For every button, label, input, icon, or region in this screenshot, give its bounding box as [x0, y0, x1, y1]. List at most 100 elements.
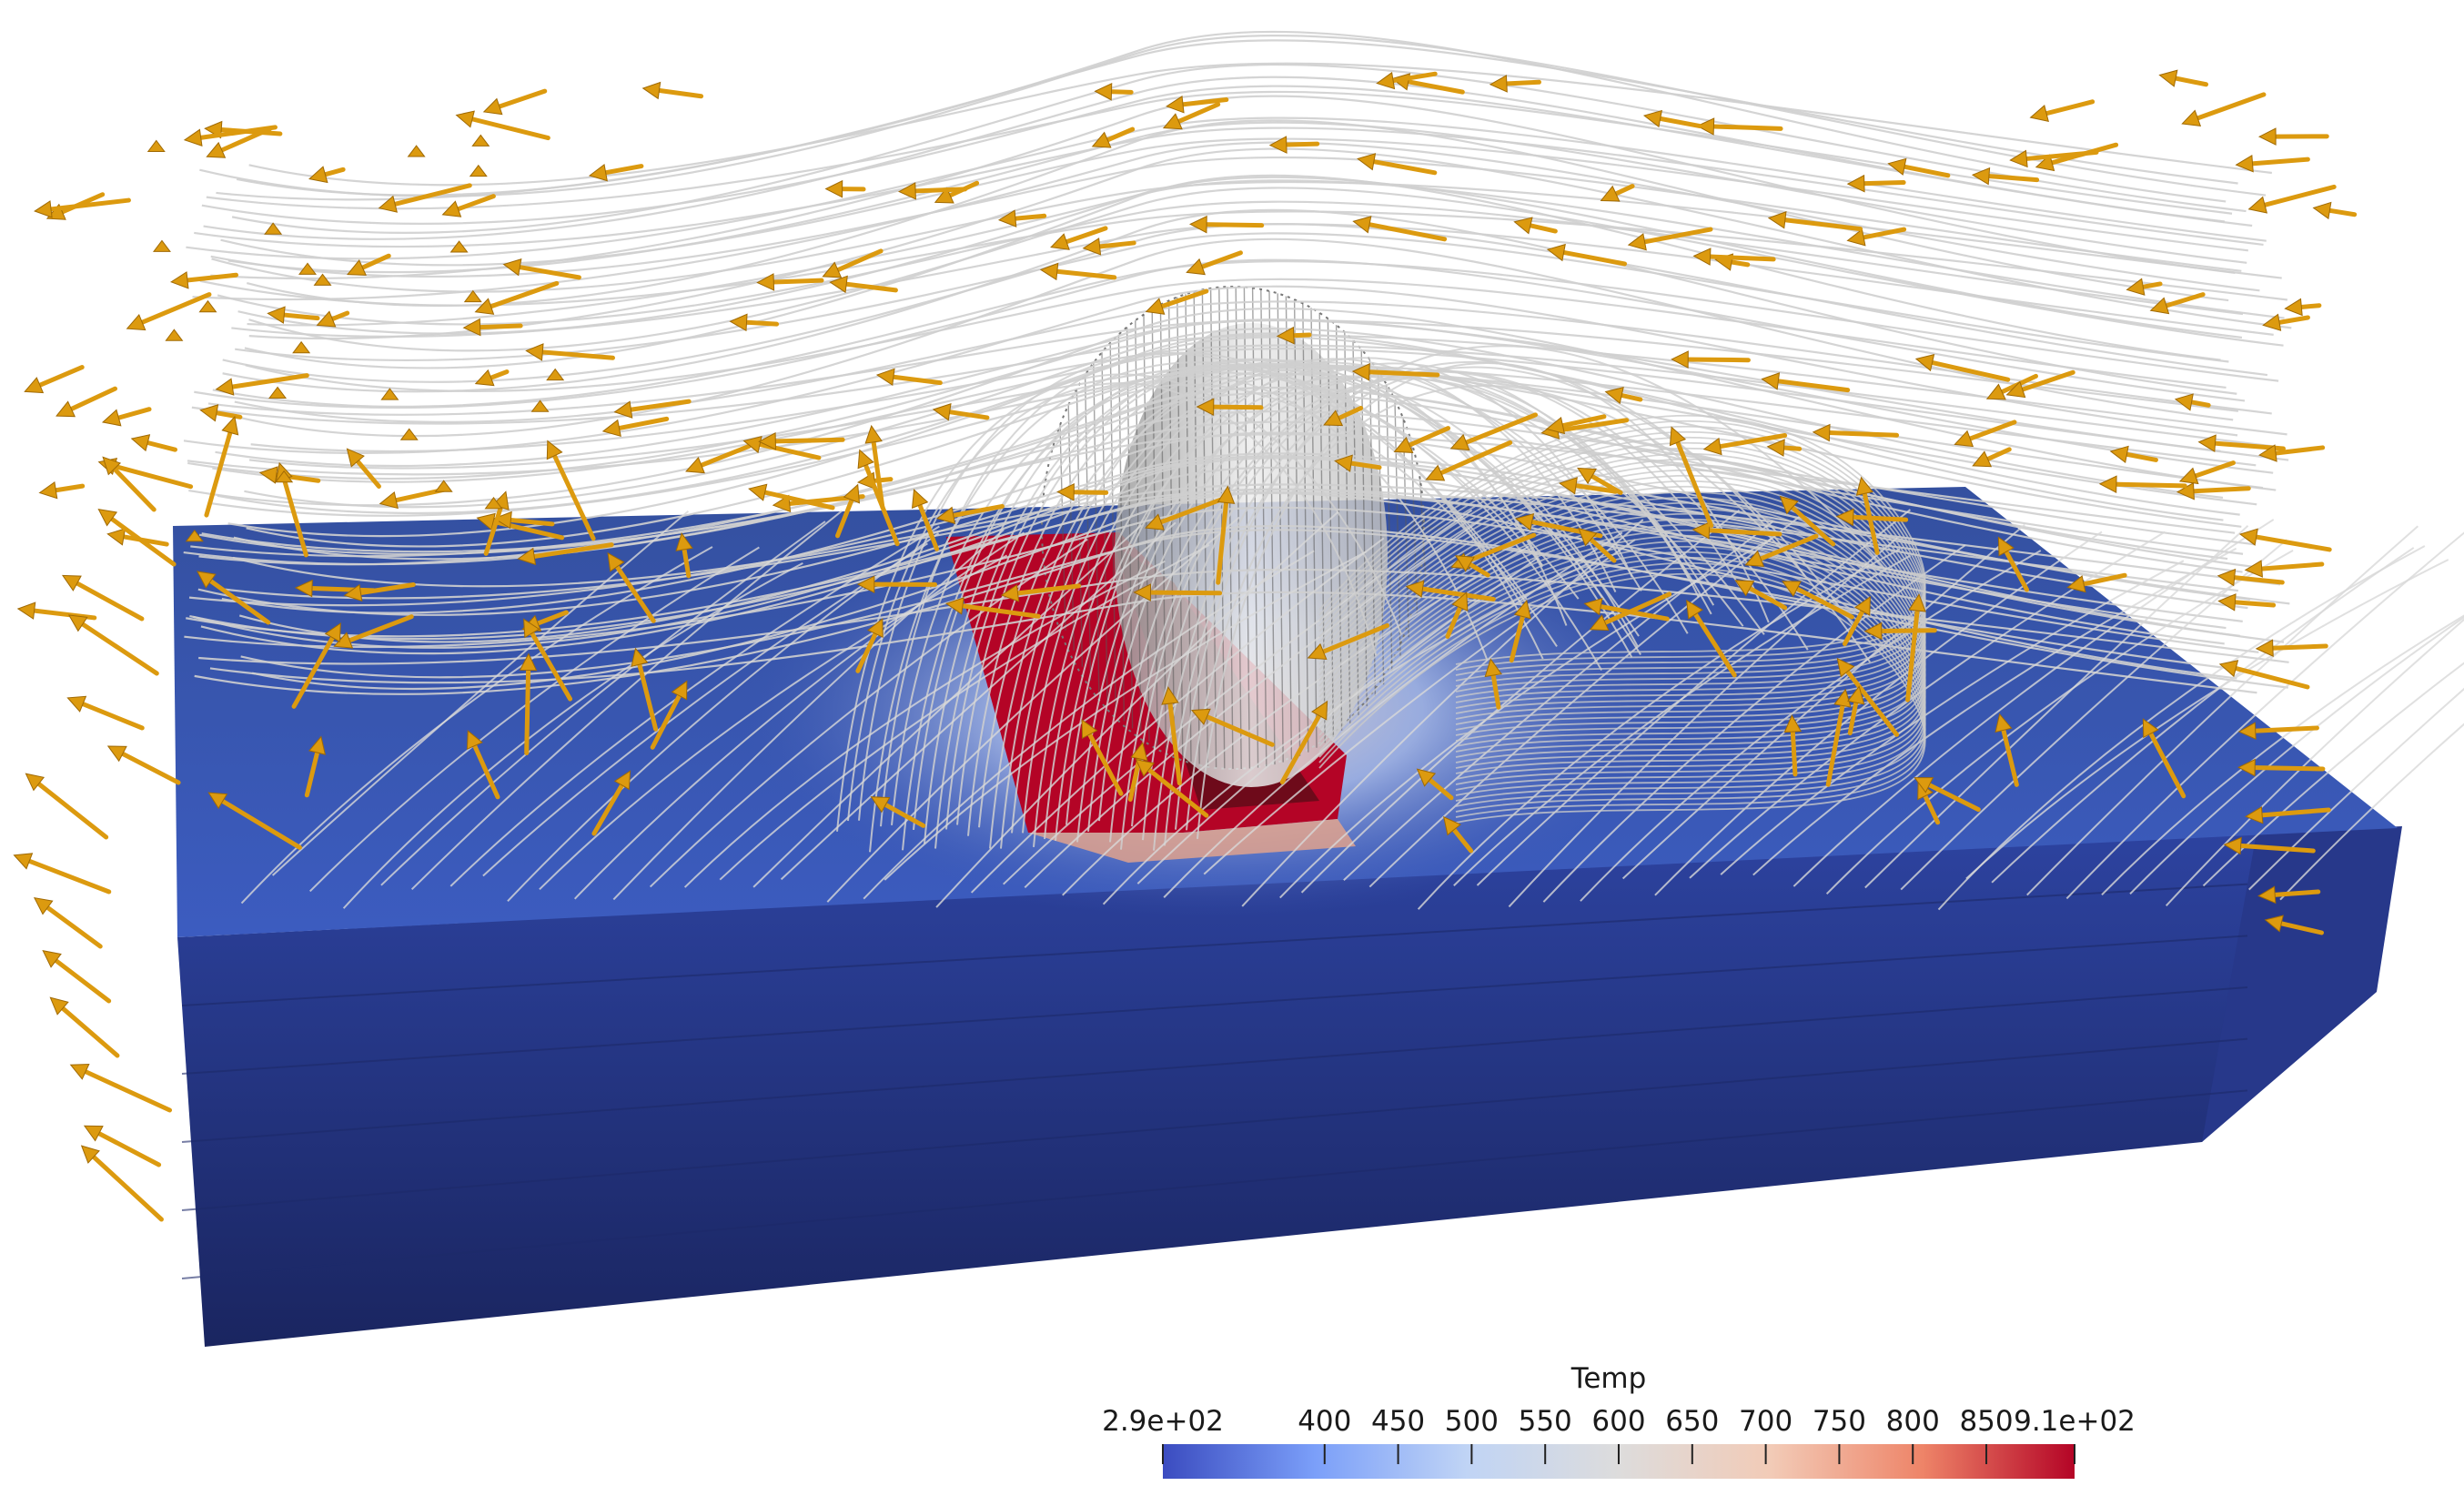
velocity-arrow	[1744, 533, 1819, 567]
disc-hatch-line	[1386, 384, 1393, 672]
color-legend-tick-label: 550	[1519, 1405, 1572, 1438]
velocity-arrow-tip	[484, 496, 503, 510]
streamline	[237, 238, 2234, 438]
streamline	[221, 431, 2251, 614]
velocity-arrow-tip	[146, 139, 166, 152]
velocity-arrow	[1443, 815, 1474, 854]
velocity-arrow	[525, 343, 615, 361]
velocity-arrow	[66, 695, 145, 731]
velocity-arrow-tip	[165, 329, 184, 341]
streamline	[189, 488, 2227, 641]
velocity-arrow	[2312, 201, 2358, 220]
velocity-arrow	[1627, 227, 1713, 251]
velocity-arrow	[1216, 485, 1236, 585]
velocity-arrow	[1161, 686, 1182, 786]
disc-hatch-line	[1101, 352, 1108, 703]
velocity-arrow	[25, 773, 109, 840]
streamline	[217, 332, 2224, 521]
velocity-arrow-tip	[264, 222, 283, 235]
velocity-arrow	[38, 480, 86, 500]
color-legend-title: Temp	[1570, 1362, 1647, 1395]
streamline-surface	[2065, 531, 2464, 900]
velocity-arrow	[2255, 639, 2328, 657]
streamline-loop	[1000, 359, 1568, 849]
velocity-arrow	[1056, 482, 1109, 501]
velocity-arrow	[875, 368, 943, 387]
color-legend-tick-label: 750	[1813, 1405, 1866, 1438]
velocity-arrow	[911, 489, 940, 551]
velocity-arrow	[1766, 439, 1803, 457]
velocity-arrow	[2238, 528, 2332, 552]
velocity-arrow	[1863, 622, 1937, 641]
streamline-wake	[1318, 469, 1926, 720]
velocity-arrow	[2237, 758, 2326, 777]
velocity-arrow	[2029, 99, 2095, 123]
velocity-arrow	[601, 416, 670, 438]
velocity-arrow	[13, 853, 112, 895]
velocity-arrow-tip	[198, 299, 217, 313]
velocity-arrow-tip	[449, 240, 469, 253]
velocity-arrow	[97, 508, 177, 567]
velocity-arrow	[1842, 595, 1871, 647]
velocity-arrow-tip	[152, 239, 171, 252]
velocity-arrow	[441, 194, 496, 217]
velocity-arrow	[607, 551, 656, 623]
front-band-line	[181, 935, 2248, 1075]
velocity-arrow	[207, 792, 302, 850]
velocity-arrow	[2109, 445, 2158, 464]
velocity-arrow	[1162, 102, 1221, 130]
color-legend-tick-label: 800	[1886, 1405, 1940, 1438]
velocity-arrow	[1825, 688, 1852, 787]
streamline-surface	[1900, 539, 2287, 891]
velocity-arrow	[56, 386, 118, 418]
velocity-arrow-tip	[185, 529, 204, 542]
color-legend-tick-label: 400	[1298, 1405, 1351, 1438]
velocity-arrow	[1714, 253, 1751, 271]
velocity-arrow-tip	[530, 399, 550, 412]
velocity-arrow	[1696, 117, 1783, 136]
streamline	[232, 483, 2281, 588]
streamline-wake	[1318, 501, 1926, 753]
velocity-arrow	[2223, 836, 2316, 855]
velocity-arrow	[932, 403, 990, 421]
velocity-arrow	[1145, 496, 1227, 531]
velocity-arrow	[2245, 805, 2331, 824]
streamline-surface	[1752, 547, 2237, 876]
front-band-line	[181, 1089, 2248, 1279]
streamline	[203, 76, 2226, 240]
velocity-arrow	[641, 81, 704, 100]
velocity-arrow	[2217, 568, 2285, 587]
velocity-arrow	[294, 579, 377, 598]
streamline	[211, 180, 2282, 293]
velocity-arrow	[1782, 581, 1854, 620]
velocity-arrow	[204, 415, 239, 518]
velocity-arrow	[1846, 227, 1907, 247]
velocity-arrow	[1484, 658, 1502, 710]
streamline-surface	[1024, 513, 1490, 889]
velocity-arrow	[2181, 92, 2267, 126]
velocity-arrow	[1133, 583, 1223, 601]
streamline	[248, 363, 2257, 470]
velocity-arrow	[1416, 768, 1454, 801]
disc-hatch-line	[1059, 425, 1066, 631]
velocity-arrow	[1702, 432, 1788, 456]
velocity-glyphs	[13, 69, 2358, 1222]
streamline-surface	[1654, 531, 2103, 896]
color-legend[interactable]: Temp 2.9e+02 400 450 500 550 600 650 700 750 800 8…	[1102, 1362, 2136, 1479]
velocity-arrow	[474, 369, 510, 387]
velocity-arrow	[1847, 685, 1865, 736]
streamline-surface	[2279, 723, 2464, 901]
velocity-arrow	[1135, 758, 1209, 818]
streamline	[191, 334, 2287, 436]
slab-side-face	[2202, 826, 2402, 1142]
velocity-arrow	[67, 614, 159, 676]
velocity-arrow	[462, 318, 523, 337]
streamline-surface	[1825, 550, 2294, 895]
streamline-surface	[539, 554, 1008, 891]
velocity-arrow	[1279, 700, 1328, 784]
velocity-arrow	[2218, 660, 2310, 690]
streamline-wake	[1318, 480, 1926, 731]
velocity-arrow	[2217, 593, 2277, 612]
